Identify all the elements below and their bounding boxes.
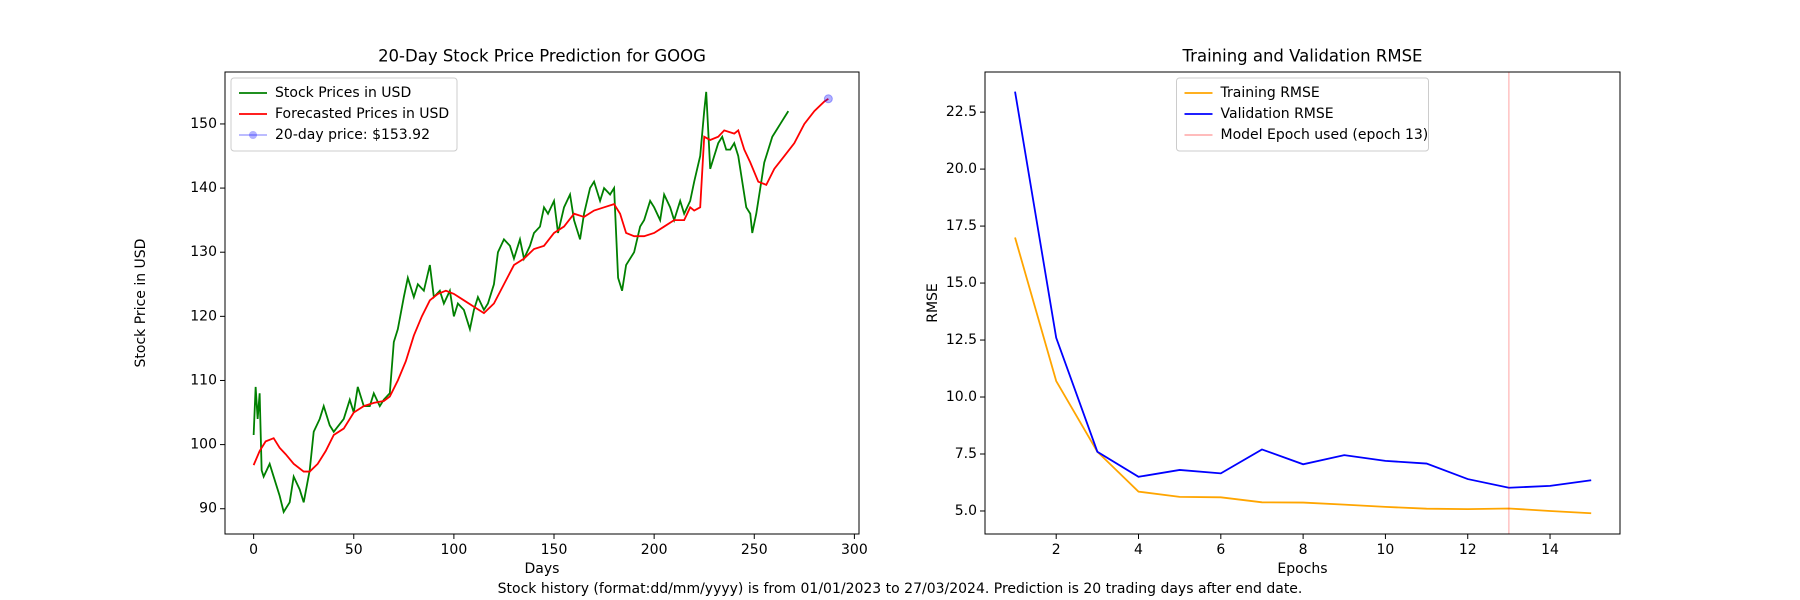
caption: Stock history (format:dd/mm/yyyy) is fro… [498,581,1303,597]
line [252,98,829,473]
y-tick-label: 90 [199,501,217,517]
x-tick-label: 50 [345,542,363,558]
legend-label: Validation RMSE [1221,106,1334,122]
x-tick-label: 150 [541,542,568,558]
legend-box [230,77,458,152]
y-tick-label: 22.5 [946,104,977,120]
legend-label: 20-day price: $153.92 [275,127,430,143]
legend: Training RMSE Validation RMSE Model Epoch … [1176,77,1429,152]
y-tick-label: 130 [190,244,217,260]
legend-box [1176,77,1429,152]
y-tick-label: 150 [190,116,217,132]
chart-title: 20-Day Stock Price Prediction for GOOG [378,47,706,66]
y-axis-label: Stock Price in USD [133,239,149,368]
x-tick-label: 4 [1134,542,1143,558]
y-tick-label: 120 [190,308,217,324]
axes-frame [984,71,1621,535]
y-tick-label: 15.0 [946,275,977,291]
y-tick-label: 12.5 [946,332,977,348]
legend-label: Forecasted Prices in USD [275,106,449,122]
x-tick-label: 200 [641,542,668,558]
x-tick-label: 14 [1541,542,1559,558]
x-axis-label: Days [525,561,560,577]
y-tick-label: 10.0 [946,389,977,405]
line [1014,237,1592,515]
y-tick-label: 100 [190,437,217,453]
y-tick-label: 20.0 [946,161,977,177]
x-tick-label: 0 [249,542,258,558]
x-tick-label: 100 [441,542,468,558]
axes-frame [224,71,860,535]
marker [823,94,833,104]
x-tick-label: 6 [1216,542,1225,558]
x-tick-label: 12 [1459,542,1477,558]
x-axis-label: Epochs [1277,561,1327,577]
line [252,91,790,515]
x-tick-label: 10 [1377,542,1395,558]
x-tick-label: 8 [1299,542,1308,558]
x-tick-label: 300 [841,542,868,558]
chart-title: Training and Validation RMSE [1182,47,1423,66]
x-tick-label: 2 [1052,542,1061,558]
legend-label: Model Epoch used (epoch 13) [1221,127,1429,143]
line [1014,91,1592,489]
y-tick-label: 140 [190,180,217,196]
legend-marker [249,131,257,139]
legend: Stock Prices in USD Forecasted Prices in … [230,77,458,152]
legend-label: Stock Prices in USD [275,85,411,101]
y-axis-label: RMSE [925,283,941,323]
y-tick-label: 17.5 [946,218,977,234]
y-tick-label: 5.0 [955,503,977,519]
legend-label: Training RMSE [1220,85,1320,101]
x-tick-label: 250 [741,542,768,558]
y-tick-label: 110 [190,372,217,388]
y-tick-label: 7.5 [955,446,977,462]
